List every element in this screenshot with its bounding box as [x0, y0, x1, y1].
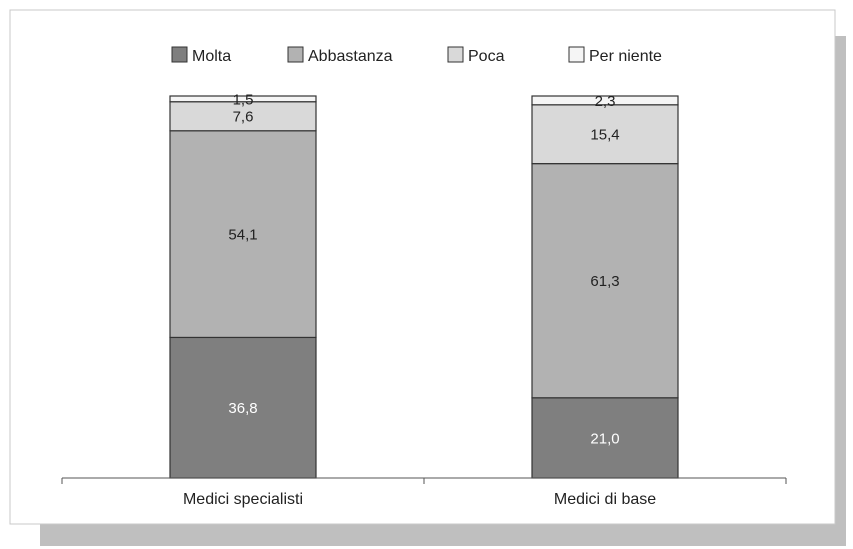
legend: Molta Abbastanza Poca Per niente — [171, 46, 662, 65]
legend-label-poca: Poca — [468, 48, 505, 65]
legend-label-abbastanza: Abbastanza — [308, 48, 393, 65]
bars: 36,8 54,1 7,61,5 21,0 61,3 15,4 2,3 — [169, 91, 679, 479]
chart-frame — [9, 9, 836, 525]
legend-label-molta: Molta — [192, 48, 231, 65]
legend-swatch-molta — [171, 46, 188, 63]
bar-segment-poca — [531, 104, 679, 165]
data-label: 2,3 — [595, 93, 616, 110]
legend-swatch-poca — [447, 46, 464, 63]
bar-segment-abbastanza — [531, 163, 679, 399]
data-label: 36,8 — [228, 400, 257, 417]
bar-segment-abbastanza — [169, 130, 317, 339]
data-label: 1,5 — [233, 91, 254, 108]
legend-item-poca: Poca — [447, 46, 505, 65]
data-label: 15,4 — [590, 127, 619, 144]
data-label: 54,1 — [228, 227, 257, 244]
bar-segment-per-niente — [531, 95, 679, 106]
legend-swatch-per-niente — [568, 46, 585, 63]
bar-stack-medici-specialisti: 36,8 54,1 7,61,5 — [169, 91, 317, 479]
x-tick-label: Medici specialisti — [183, 491, 303, 508]
data-label: 7,6 — [233, 109, 254, 126]
bar-segment-molta — [169, 336, 317, 479]
legend-swatch-abbastanza — [287, 46, 304, 63]
x-axis: Medici specialisti Medici di base — [61, 477, 787, 508]
bar-segment-per-niente — [169, 95, 317, 103]
legend-item-per-niente: Per niente — [568, 46, 662, 65]
legend-item-molta: Molta — [171, 46, 231, 65]
bar-stack-medici-di-base: 21,0 61,3 15,4 2,3 — [531, 93, 679, 479]
data-label: 21,0 — [590, 430, 619, 447]
bar-segment-poca — [169, 101, 317, 132]
legend-label-per-niente: Per niente — [589, 48, 662, 65]
data-label: 61,3 — [590, 273, 619, 290]
legend-item-abbastanza: Abbastanza — [287, 46, 393, 65]
x-tick-label: Medici di base — [554, 491, 656, 508]
